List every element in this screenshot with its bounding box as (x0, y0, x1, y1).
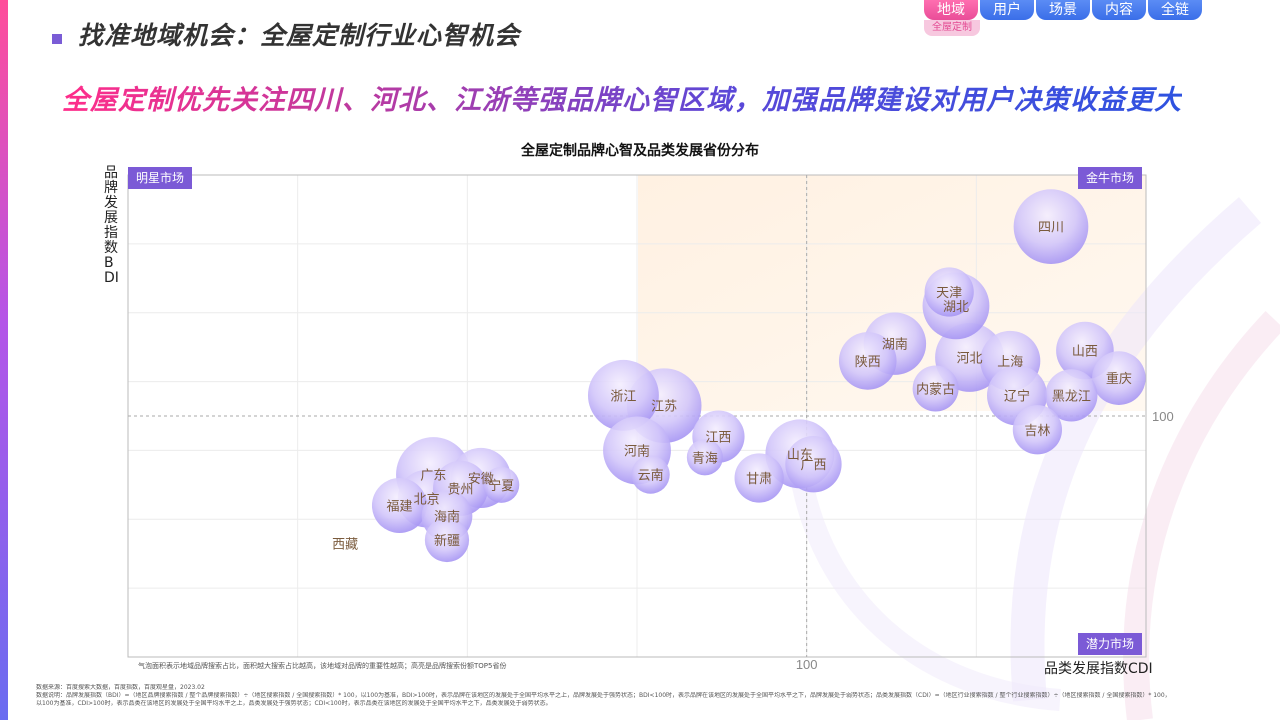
quadrant-label-potential: 潜力市场 (1078, 633, 1143, 655)
bubble-label-黑龙江: 黑龙江 (1052, 389, 1091, 404)
bubble-云南 (631, 455, 670, 494)
top-nav: 地域 用户 场景 内容 全链 (924, 0, 1202, 20)
bubble-label-青海: 青海 (692, 451, 718, 466)
bubble-陕西 (838, 332, 897, 390)
bubble-label-河北: 河北 (957, 351, 983, 366)
bubble-黑龙江 (1045, 369, 1098, 422)
bubble-福建 (371, 478, 427, 534)
bubble-label-吉林: 吉林 (1024, 424, 1050, 439)
bubble-label-湖北: 湖北 (943, 300, 969, 315)
bubble-label-江苏: 江苏 (651, 399, 677, 415)
bubble-label-内蒙古: 内蒙古 (916, 381, 955, 397)
bubble-重庆 (1092, 351, 1146, 405)
tab-full-chain[interactable]: 全链 (1148, 0, 1202, 20)
bubble-label-安徽: 安徽 (468, 472, 494, 487)
bubble-浙江 (587, 359, 659, 431)
headline: 全屋定制优先关注四川、河北、江浙等强品牌心智区域，加强品牌建设对用户决策收益更大 (62, 78, 1182, 117)
tab-user[interactable]: 用户 (980, 0, 1034, 20)
title-bullet (52, 34, 62, 44)
x-axis-label: 品类发展指数CDI (1044, 661, 1153, 677)
bubble-label-北京: 北京 (414, 493, 440, 508)
bubble-label-西藏: 西藏 (332, 537, 358, 552)
left-accent-stripe (0, 0, 8, 720)
bubble-label-河南: 河南 (624, 443, 650, 459)
active-subtab[interactable]: 全屋定制 (924, 20, 980, 36)
bubble-四川 (1013, 189, 1089, 264)
bubble-天津 (924, 267, 974, 317)
footer-explain-1: 数据说明：品牌发展指数（BDI）=（地区品牌搜索指数 / 整个品牌搜索指数）÷（… (36, 692, 1171, 699)
bubble-label-上海: 上海 (997, 355, 1023, 370)
y-axis-label: 品牌发展指数BDI (104, 165, 119, 286)
bubble-广西 (785, 436, 842, 493)
tab-region[interactable]: 地域 (924, 0, 978, 20)
bubble-label-广西: 广西 (800, 458, 826, 473)
tab-content[interactable]: 内容 (1092, 0, 1146, 20)
quadrant-label-cash-cow: 金牛市场 (1078, 167, 1143, 189)
bubble-吉林 (1012, 405, 1063, 455)
bubble-label-重庆: 重庆 (1106, 371, 1132, 387)
bubble-label-陕西: 陕西 (855, 355, 881, 370)
bubbles-layer (371, 189, 1146, 563)
bubble-label-甘肃: 甘肃 (746, 472, 772, 487)
quadrant-label-star: 明星市场 (128, 167, 193, 189)
labels-layer: 四川天津湖北湖南陕西 河北 上海 山西内蒙古 重庆辽宁 黑龙江吉林 浙江江苏江西河南青海 山东… (332, 221, 1132, 553)
bubble-label-福建: 福建 (386, 500, 412, 515)
bubble-label-广东: 广东 (420, 469, 446, 484)
bubble-内蒙古 (912, 365, 959, 412)
bubble-label-新疆: 新疆 (434, 533, 460, 549)
footer-explain-2: 以100为基准，CDI>100时，表示品类在该地区的发展处于全国平均水平之上，品… (36, 700, 552, 707)
bubble-label-山西: 山西 (1072, 345, 1098, 360)
bubble-新疆 (424, 517, 470, 563)
x-reference-label: 100 (796, 657, 818, 672)
bubble-label-四川: 四川 (1038, 221, 1064, 236)
y-reference-label: 100 (1152, 409, 1174, 424)
bubble-label-湖南: 湖南 (882, 337, 908, 353)
footer-notes: 数据来源：百度搜索大数据，百度指数，百度观星盘，2023.02 数据说明：品牌发… (36, 684, 1276, 708)
bubble-label-辽宁: 辽宁 (1004, 388, 1030, 404)
bubble-甘肃 (734, 453, 784, 503)
bubble-label-山东: 山东 (787, 448, 813, 463)
bubble-label-天津: 天津 (936, 286, 962, 301)
bubble-宁夏 (483, 466, 520, 503)
bubble-label-宁夏: 宁夏 (488, 478, 514, 494)
bubble-青海 (686, 439, 723, 476)
bubble-note: 气泡面积表示地域品牌搜索占比，面积越大搜索占比越高，该地域对品牌的重要性越高；高… (138, 662, 507, 670)
tab-scene[interactable]: 场景 (1036, 0, 1090, 20)
bubble-label-江西: 江西 (705, 431, 731, 446)
chart-title: 全屋定制品牌心智及品类发展省份分布 (521, 143, 759, 159)
bubble-label-云南: 云南 (638, 468, 664, 484)
bubble-label-贵州: 贵州 (448, 482, 474, 497)
bubble-label-浙江: 浙江 (610, 389, 636, 404)
bubble-label-海南: 海南 (434, 509, 460, 525)
page-title: 找准地域机会：全屋定制行业心智机会 (78, 21, 521, 50)
footer-source: 数据来源：百度搜索大数据，百度指数，百度观星盘，2023.02 (36, 684, 205, 691)
